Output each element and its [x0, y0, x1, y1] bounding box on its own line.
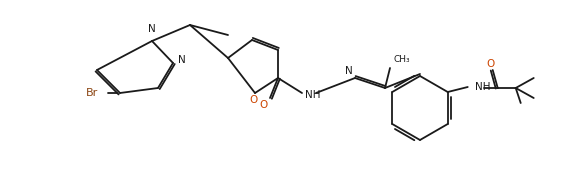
Text: N: N [345, 66, 353, 76]
Text: O: O [486, 59, 495, 69]
Text: NH: NH [305, 90, 320, 100]
Text: N: N [178, 55, 186, 65]
Text: NH: NH [475, 82, 490, 92]
Text: Br: Br [86, 88, 98, 98]
Text: O: O [259, 100, 267, 110]
Text: CH₃: CH₃ [394, 55, 411, 64]
Text: O: O [249, 95, 257, 105]
Text: N: N [148, 24, 156, 34]
